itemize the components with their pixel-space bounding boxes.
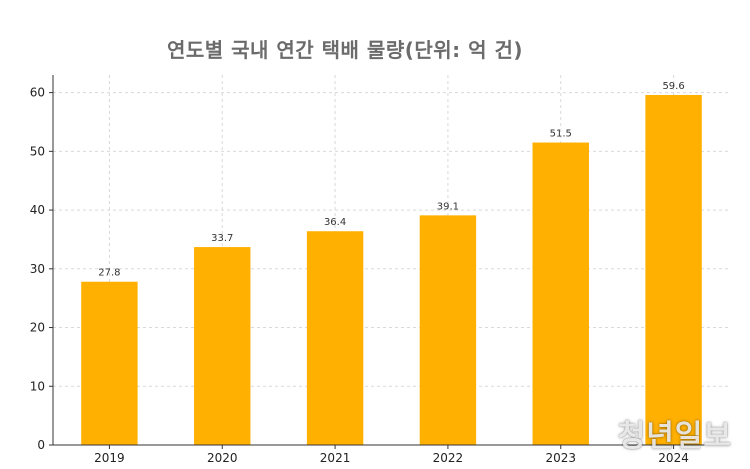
bar-2022 bbox=[419, 215, 477, 445]
bar-2019 bbox=[81, 281, 138, 445]
bar-2020 bbox=[194, 247, 251, 445]
y-tick-label: 20 bbox=[30, 321, 45, 335]
bar-2021 bbox=[306, 231, 364, 445]
y-tick-label: 40 bbox=[30, 203, 45, 217]
data-label: 36.4 bbox=[324, 217, 346, 228]
bar-2023 bbox=[532, 142, 589, 446]
bars-layer bbox=[81, 94, 702, 446]
data-label: 59.6 bbox=[662, 81, 684, 92]
y-tick-label: 10 bbox=[30, 379, 45, 393]
x-tick-label: 2023 bbox=[545, 451, 576, 465]
labels-layer: 0 10 20 30 40 50 60 27.8 2019 33.7 2020 36.4 2021 39.… bbox=[30, 81, 689, 465]
x-tick-label: 2021 bbox=[320, 451, 351, 465]
x-tick-label: 2020 bbox=[207, 451, 238, 465]
y-tick-label: 30 bbox=[30, 262, 45, 276]
bar-2024 bbox=[645, 94, 702, 445]
watermark-logo: 청년일보 bbox=[617, 419, 732, 454]
data-label: 39.1 bbox=[437, 201, 459, 212]
y-tick-label: 60 bbox=[30, 86, 45, 100]
x-tick-label: 2024 bbox=[658, 451, 689, 465]
chart-title: 연도별 국내 연간 택배 물량(단위: 억 건) bbox=[166, 38, 524, 62]
data-label: 27.8 bbox=[98, 268, 120, 279]
y-tick-label: 50 bbox=[30, 144, 45, 158]
grid-layer bbox=[53, 75, 730, 445]
y-tick-label: 0 bbox=[37, 438, 45, 452]
x-tick-label: 2022 bbox=[433, 451, 464, 465]
x-tick-label: 2019 bbox=[94, 451, 125, 465]
data-label: 51.5 bbox=[550, 129, 572, 140]
data-label: 33.7 bbox=[211, 233, 233, 244]
axes-layer bbox=[49, 75, 730, 449]
